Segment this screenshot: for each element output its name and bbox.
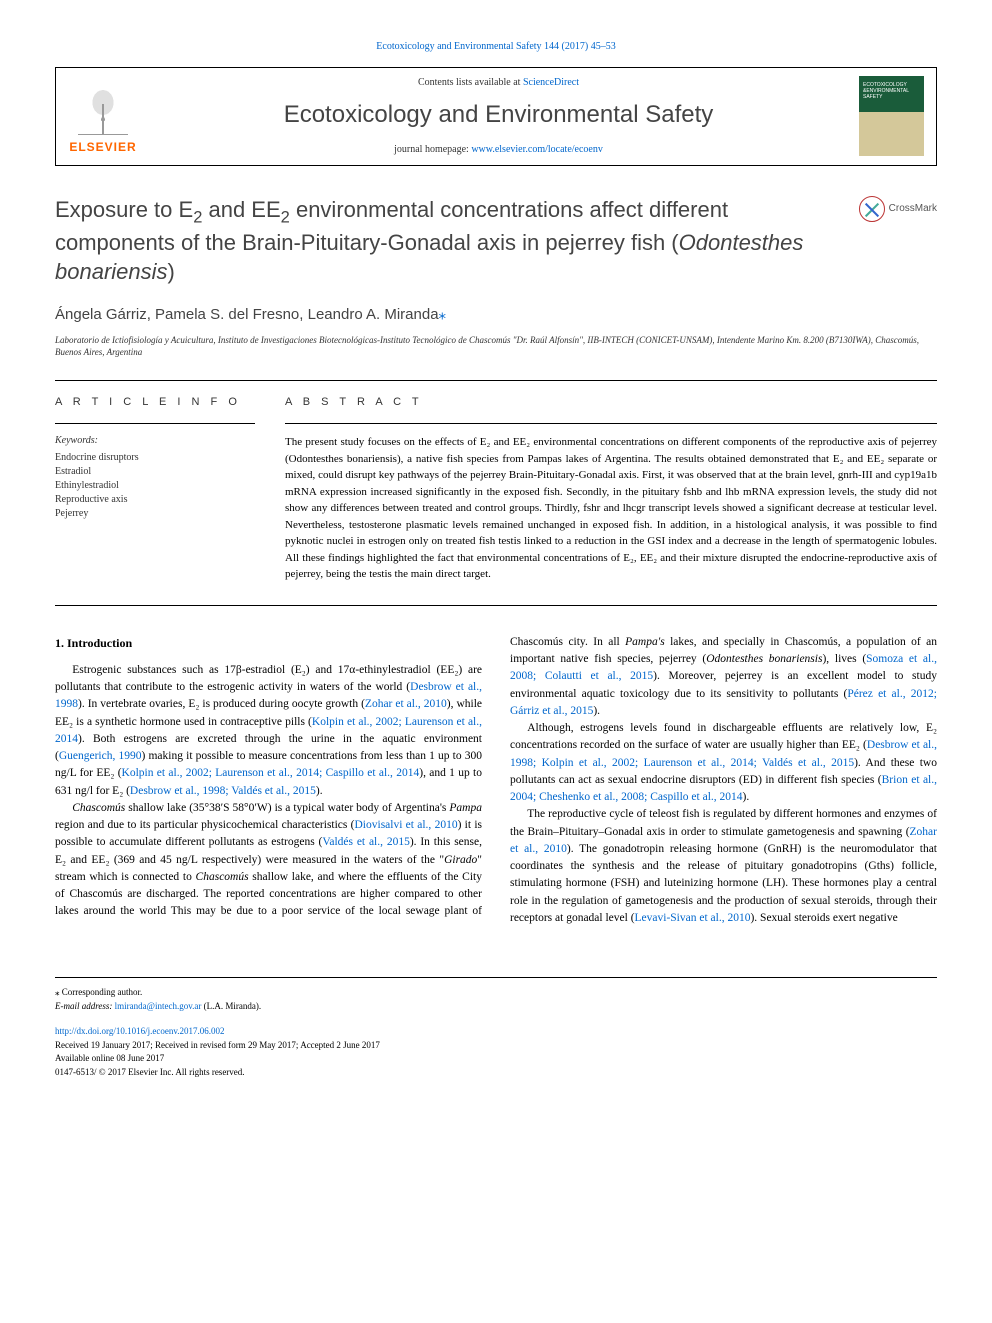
keywords-label: Keywords: bbox=[55, 434, 255, 449]
info-abstract-row: A R T I C L E I N F O Keywords: Endocrin… bbox=[55, 395, 937, 582]
article-info-column: A R T I C L E I N F O Keywords: Endocrin… bbox=[55, 395, 255, 582]
email-label: E-mail address: bbox=[55, 1001, 115, 1011]
body-paragraph: Although, estrogens levels found in disc… bbox=[510, 720, 937, 806]
abstract-heading: A B S T R A C T bbox=[285, 395, 937, 411]
body-text-columns: 1. Introduction Estrogenic substances su… bbox=[55, 634, 937, 927]
author-names: Ángela Gárriz, Pamela S. del Fresno, Lea… bbox=[55, 306, 439, 323]
text-run-italic: Odontesthes bonariensis bbox=[706, 653, 822, 665]
abstract-divider bbox=[285, 423, 937, 424]
body-paragraph: The reproductive cycle of teleost fish i… bbox=[510, 806, 937, 927]
authors-line: Ángela Gárriz, Pamela S. del Fresno, Lea… bbox=[55, 304, 937, 326]
keyword-item: Ethinylestradiol bbox=[55, 479, 255, 493]
abstract-column: A B S T R A C T The present study focuse… bbox=[285, 395, 937, 582]
homepage-link[interactable]: www.elsevier.com/locate/ecoenv bbox=[471, 144, 603, 155]
abstract-text: The present study focuses on the effects… bbox=[285, 434, 937, 583]
title-part: ) bbox=[168, 259, 175, 284]
title-row: Exposure to E2 and EE2 environmental con… bbox=[55, 196, 937, 286]
text-run-italic: Pampa's bbox=[625, 636, 665, 648]
email-link[interactable]: lmiranda@intech.gov.ar bbox=[115, 1001, 202, 1011]
crossmark-label: CrossMark bbox=[889, 202, 937, 217]
text-run-italic: Girado bbox=[444, 854, 477, 866]
info-divider bbox=[55, 423, 255, 424]
corresponding-mark[interactable]: ⁎ bbox=[439, 306, 447, 323]
citation-link[interactable]: Guengerich, 1990 bbox=[59, 750, 142, 762]
article-title: Exposure to E2 and EE2 environmental con… bbox=[55, 196, 839, 286]
journal-homepage-line: journal homepage: www.elsevier.com/locat… bbox=[138, 143, 859, 158]
text-run: ). bbox=[593, 705, 600, 717]
page-footer: ⁎ Corresponding author. E-mail address: … bbox=[55, 977, 937, 1079]
citation-link[interactable]: Zohar et al., 2010 bbox=[365, 698, 447, 710]
affiliation: Laboratorio de Ictiofisiología y Acuicul… bbox=[55, 334, 937, 358]
introduction-heading: 1. Introduction bbox=[55, 634, 482, 652]
title-part: and EE bbox=[202, 197, 280, 222]
keyword-item: Reproductive axis bbox=[55, 493, 255, 507]
keyword-item: Pejerrey bbox=[55, 507, 255, 521]
email-line: E-mail address: lmiranda@intech.gov.ar (… bbox=[55, 1000, 937, 1014]
top-citation: Ecotoxicology and Environmental Safety 1… bbox=[55, 40, 937, 55]
citation-link[interactable]: Diovisalvi et al., 2010 bbox=[355, 819, 458, 831]
text-run-italic: Chascomús bbox=[72, 802, 125, 814]
citation-link[interactable]: Kolpin et al., 2002; Laurenson et al., 2… bbox=[122, 767, 420, 779]
received-dates: Received 19 January 2017; Received in re… bbox=[55, 1039, 937, 1053]
sciencedirect-link[interactable]: ScienceDirect bbox=[523, 77, 579, 88]
journal-cover-thumbnail bbox=[859, 76, 924, 156]
text-run-italic: Chascomús bbox=[196, 871, 249, 883]
elsevier-logo: ELSEVIER bbox=[68, 76, 138, 156]
citation-link[interactable]: Desbrow et al., 1998; Valdés et al., 201… bbox=[130, 785, 316, 797]
divider-top bbox=[55, 380, 937, 381]
email-suffix: (L.A. Miranda). bbox=[201, 1001, 261, 1011]
elsevier-text: ELSEVIER bbox=[69, 139, 136, 156]
text-run: ). In vertebrate ovaries, E₂ is produced… bbox=[78, 698, 365, 710]
header-center: Contents lists available at ScienceDirec… bbox=[138, 76, 859, 158]
crossmark-icon bbox=[859, 196, 885, 222]
body-paragraph: Estrogenic substances such as 17β-estrad… bbox=[55, 662, 482, 800]
contents-prefix: Contents lists available at bbox=[418, 77, 523, 88]
citation-link[interactable]: Levavi-Sivan et al., 2010 bbox=[635, 912, 751, 924]
available-date: Available online 08 June 2017 bbox=[55, 1052, 937, 1066]
text-run: ), lives ( bbox=[822, 653, 866, 665]
copyright-line: 0147-6513/ © 2017 Elsevier Inc. All righ… bbox=[55, 1066, 937, 1080]
text-run: ). bbox=[316, 785, 323, 797]
divider-bottom bbox=[55, 605, 937, 606]
text-run: region and due to its particular physico… bbox=[55, 819, 355, 831]
doi-link[interactable]: http://dx.doi.org/10.1016/j.ecoenv.2017.… bbox=[55, 1026, 225, 1036]
keyword-item: Endocrine disruptors bbox=[55, 451, 255, 465]
elsevier-tree-icon bbox=[78, 85, 128, 135]
text-run: The reproductive cycle of teleost fish i… bbox=[510, 808, 937, 837]
citation-link[interactable]: Valdés et al., 2015 bbox=[322, 836, 409, 848]
journal-name: Ecotoxicology and Environmental Safety bbox=[138, 98, 859, 133]
journal-header: ELSEVIER Contents lists available at Sci… bbox=[55, 67, 937, 167]
corresponding-author-note: ⁎ Corresponding author. bbox=[55, 986, 937, 1000]
text-run: shallow lake (35°38′S 58°0′W) is a typic… bbox=[125, 802, 449, 814]
crossmark-badge[interactable]: CrossMark bbox=[859, 196, 937, 222]
homepage-prefix: journal homepage: bbox=[394, 144, 471, 155]
text-run: ). bbox=[743, 791, 750, 803]
text-run-italic: Pampa bbox=[449, 802, 482, 814]
article-info-heading: A R T I C L E I N F O bbox=[55, 395, 255, 411]
title-part: Exposure to E bbox=[55, 197, 193, 222]
text-run: ). Sexual steroids exert negative bbox=[750, 912, 897, 924]
keyword-item: Estradiol bbox=[55, 465, 255, 479]
contents-lists-line: Contents lists available at ScienceDirec… bbox=[138, 76, 859, 91]
